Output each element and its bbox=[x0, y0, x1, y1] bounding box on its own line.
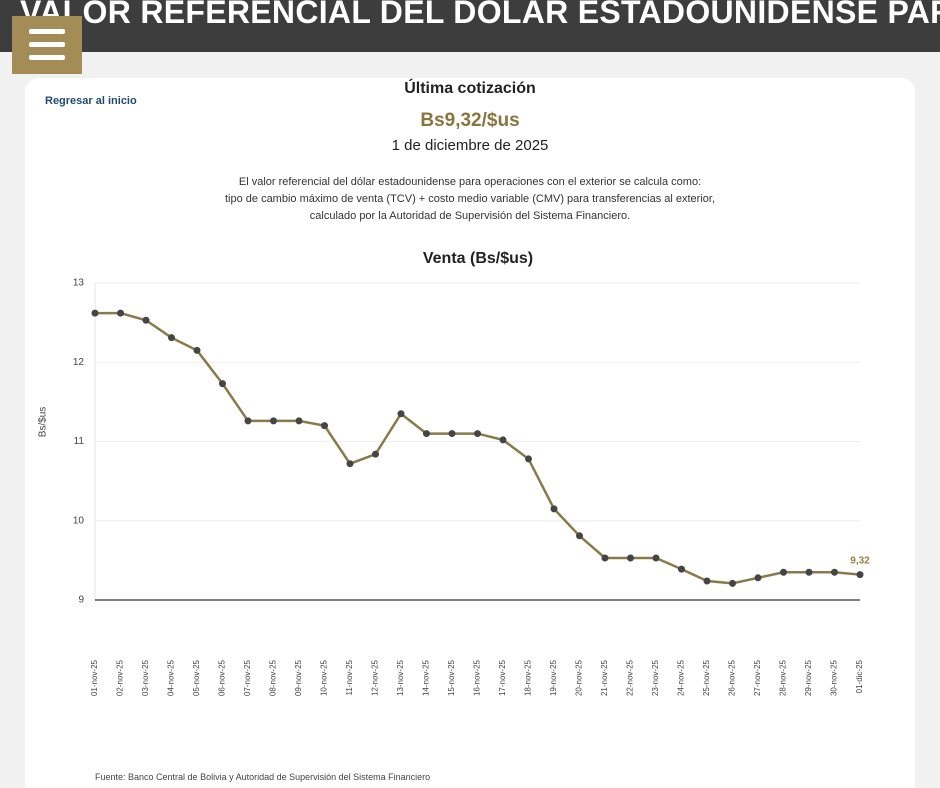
description-line: El valor referencial del dólar estadouni… bbox=[238, 176, 702, 188]
x-tick-label: 04-nov-25 bbox=[167, 659, 176, 696]
x-tick-label: 17-nov-25 bbox=[498, 659, 507, 696]
x-tick-label: 28-nov-25 bbox=[779, 659, 788, 696]
x-tick-label: 12-nov-25 bbox=[371, 659, 380, 696]
x-tick-label: 18-nov-25 bbox=[524, 659, 533, 696]
data-point bbox=[525, 455, 532, 463]
x-tick-label: 09-nov-25 bbox=[294, 659, 303, 696]
data-point bbox=[270, 417, 277, 425]
data-point bbox=[142, 316, 150, 324]
x-tick-label: 10-nov-25 bbox=[320, 659, 329, 696]
x-tick-label: 27-nov-25 bbox=[753, 659, 762, 696]
series-line bbox=[95, 311, 861, 585]
chart-title: Venta (Bs/$us) bbox=[423, 250, 533, 267]
data-point bbox=[754, 574, 762, 582]
data-point bbox=[703, 577, 711, 585]
data-point bbox=[321, 422, 328, 430]
x-tick-label: 01-nov-25 bbox=[90, 659, 99, 696]
x-tick-label: 01-dic-25 bbox=[855, 659, 864, 693]
data-point bbox=[576, 532, 583, 540]
data-point bbox=[627, 554, 634, 562]
y-tick-label: 11 bbox=[74, 436, 85, 447]
x-tick-label: 16-nov-25 bbox=[473, 659, 482, 696]
data-point bbox=[448, 430, 456, 438]
y-tick-label: 10 bbox=[73, 515, 85, 526]
description-line: tipo de cambio máximo de venta (TCV) + c… bbox=[224, 193, 715, 205]
x-tick-label: 26-nov-25 bbox=[728, 659, 737, 696]
data-point bbox=[168, 334, 175, 342]
x-tick-label: 21-nov-25 bbox=[600, 659, 609, 696]
x-tick-label: 20-nov-25 bbox=[575, 659, 584, 696]
x-tick-label: 30-nov-25 bbox=[830, 659, 839, 696]
data-point bbox=[346, 460, 354, 468]
x-tick-label: 05-nov-25 bbox=[192, 659, 201, 696]
latest-rate: Bs9,32/$us bbox=[420, 110, 520, 131]
menu-button[interactable] bbox=[12, 16, 82, 74]
data-point bbox=[729, 579, 736, 587]
x-tick-label: 13-nov-25 bbox=[396, 659, 405, 696]
data-point bbox=[193, 346, 201, 354]
data-point bbox=[652, 554, 660, 562]
y-tick-label: 13 bbox=[73, 278, 85, 289]
data-point bbox=[550, 505, 558, 513]
data-point bbox=[117, 309, 124, 317]
page-title: VALOR REFERENCIAL DEL DÓLAR ESTADOUNIDEN… bbox=[20, 0, 940, 30]
x-tick-label: 15-nov-25 bbox=[447, 659, 456, 696]
latest-heading: Última cotización bbox=[404, 80, 536, 97]
data-point bbox=[856, 571, 864, 579]
y-axis-label: Bs/$us bbox=[38, 407, 49, 438]
data-point bbox=[780, 568, 787, 576]
data-point bbox=[219, 380, 226, 388]
chart: Venta (Bs/$us) Bs/$us 9 10 11 12 13 01-nov-25… bbox=[38, 250, 871, 696]
y-tick-label: 12 bbox=[73, 357, 85, 368]
data-point bbox=[372, 450, 379, 458]
data-point bbox=[244, 417, 252, 425]
data-point bbox=[805, 568, 813, 576]
data-point bbox=[601, 554, 609, 562]
data-point bbox=[423, 430, 430, 438]
x-tick-label: 24-nov-25 bbox=[677, 659, 686, 696]
latest-date: 1 de diciembre de 2025 bbox=[391, 137, 549, 154]
x-tick-label: 25-nov-25 bbox=[702, 659, 711, 696]
x-tick-label: 29-nov-25 bbox=[804, 659, 813, 696]
x-tick-label: 11-nov-25 bbox=[345, 659, 354, 695]
x-tick-label: 14-nov-25 bbox=[422, 659, 431, 696]
data-point bbox=[474, 430, 481, 438]
x-tick-label: 23-nov-25 bbox=[651, 659, 660, 696]
x-tick-label: 02-nov-25 bbox=[116, 659, 125, 696]
data-point bbox=[678, 565, 685, 573]
data-point bbox=[831, 568, 838, 576]
y-tick-label: 9 bbox=[78, 595, 84, 606]
top-bar: VALOR REFERENCIAL DEL DÓLAR ESTADOUNIDEN… bbox=[0, 0, 940, 52]
data-point bbox=[397, 410, 405, 418]
data-point bbox=[295, 417, 303, 425]
data-label: 9,32 bbox=[850, 555, 870, 566]
x-tick-label: 19-nov-25 bbox=[549, 659, 558, 696]
x-tick-label: 08-nov-25 bbox=[269, 659, 278, 696]
x-tick-label: 03-nov-25 bbox=[141, 659, 150, 696]
back-link[interactable]: Regresar al inicio bbox=[45, 95, 137, 107]
data-point bbox=[499, 436, 507, 444]
source-note: Fuente: Banco Central de Bolivia y Autor… bbox=[95, 772, 431, 782]
x-tick-label: 06-nov-25 bbox=[218, 659, 227, 696]
x-tick-label: 07-nov-25 bbox=[243, 659, 252, 696]
x-tick-label: 22-nov-25 bbox=[626, 659, 635, 696]
description-line: calculado por la Autoridad de Supervisió… bbox=[309, 210, 631, 222]
data-point bbox=[91, 309, 99, 317]
